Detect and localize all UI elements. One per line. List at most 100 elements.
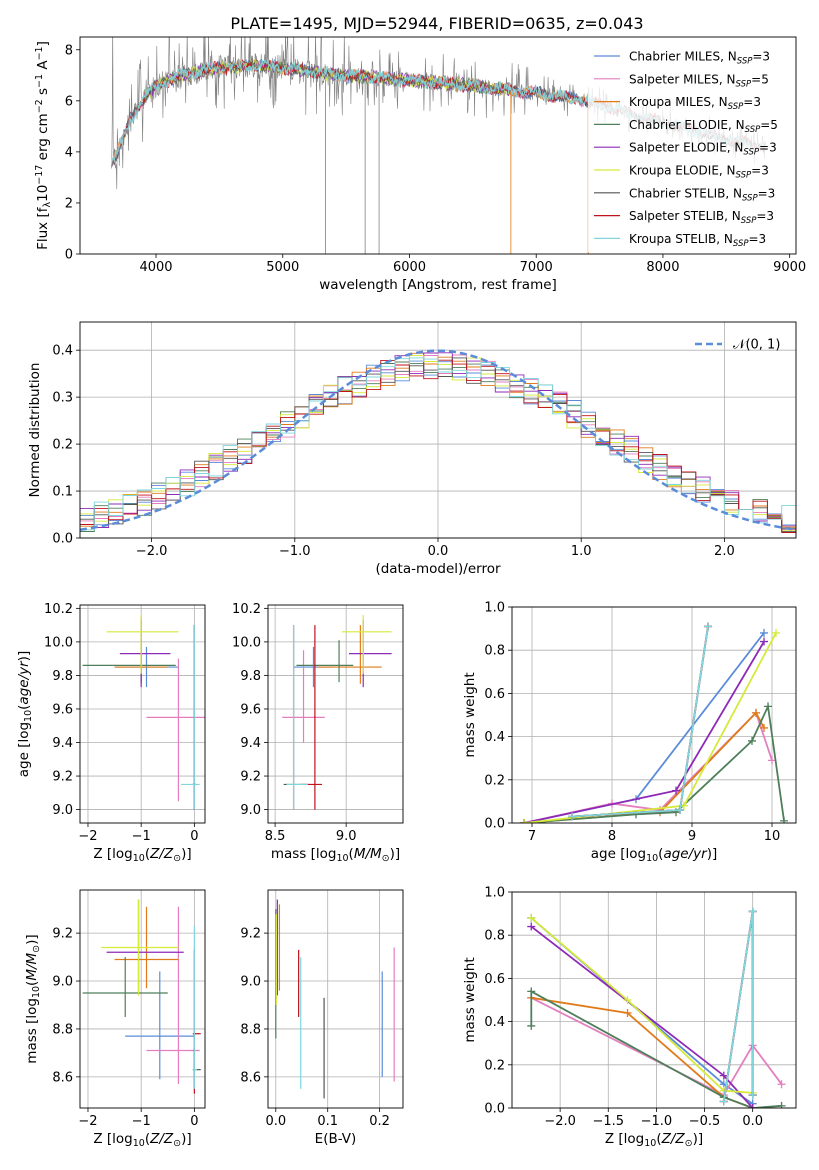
x-tick-label: 10 <box>764 829 781 844</box>
series-marker <box>719 1071 728 1080</box>
series-marker <box>772 628 780 637</box>
errorbar-salpeter-miles <box>282 650 325 743</box>
x-tick-label: 6000 <box>393 260 426 275</box>
series-marker <box>704 622 712 631</box>
series-marker <box>719 1097 728 1106</box>
errorbar-chabrier-elodie <box>82 640 176 683</box>
x-tick-label: 0.1 <box>317 1114 338 1129</box>
y-tick-label: 0.0 <box>52 532 73 547</box>
x-tick-label: −2.0 <box>136 544 168 559</box>
plot-area <box>282 615 392 810</box>
series-marker <box>672 786 680 795</box>
x-tick-label: 5000 <box>266 260 299 275</box>
series-salpeter-elodie <box>527 922 757 1108</box>
axes-frame <box>267 889 404 1109</box>
x-axis-label: wavelength [Angstrom, rest frame] <box>319 277 557 293</box>
y-tick-label: 10.0 <box>44 635 73 650</box>
series-salpeter-elodie <box>520 637 768 823</box>
x-axis-label: E(B-V) <box>315 1131 357 1147</box>
series-marker <box>623 1008 632 1017</box>
x-tick-label: 0.2 <box>369 1114 390 1129</box>
series-marker <box>780 816 788 823</box>
x-axis-label: Z [log10(Z/Z⊙)] <box>93 846 191 864</box>
y-tick-label: 9.0 <box>52 803 73 818</box>
y-axis-label: Normed distribution <box>27 363 43 498</box>
y-tick-label: 1.0 <box>484 601 505 616</box>
series-marker <box>676 806 684 815</box>
plot-area <box>520 622 788 823</box>
y-tick-label: 4 <box>65 145 73 160</box>
series-kroupa-elodie <box>527 913 757 1097</box>
x-tick-label: 9 <box>688 829 696 844</box>
y-tick-label: 9.2 <box>52 770 73 785</box>
series-marker <box>760 628 768 637</box>
errorbar-kroupa-elodie <box>106 615 179 674</box>
x-tick-label: −1 <box>132 1114 151 1129</box>
plot-area <box>275 899 395 1099</box>
y-axis-label: mass [log10(M/M⊙)] <box>24 934 42 1063</box>
errorbar-kroupa-stelib <box>286 625 308 810</box>
errorbar-salpeter-elodie <box>349 620 392 688</box>
x-tick-label: −1.5 <box>592 1114 624 1129</box>
x-tick-label: −2.0 <box>544 1114 576 1129</box>
series-marker <box>748 1091 757 1100</box>
y-tick-label: 9.6 <box>240 702 261 717</box>
axes-frame <box>511 606 797 824</box>
legend-label: Kroupa STELIB, NSSP=3 <box>629 232 766 249</box>
legend-label: Salpeter ELODIE, NSSP=3 <box>629 141 777 158</box>
y-tick-label: 0.4 <box>484 1015 505 1030</box>
x-tick-label: 9000 <box>773 260 806 275</box>
series-marker <box>777 1080 786 1089</box>
x-tick-label: 0 <box>190 829 198 844</box>
x-tick-label: 9.0 <box>336 829 357 844</box>
legend-label: Chabrier MILES, NSSP=3 <box>629 50 770 67</box>
y-tick-label: 0.2 <box>484 773 505 788</box>
series-marker <box>568 812 576 821</box>
series-marker <box>752 708 760 717</box>
gaussian-reference-line <box>80 349 796 532</box>
errorbar-kroupa-elodie <box>101 899 179 996</box>
x-tick-label: 0.0 <box>265 1114 286 1129</box>
plot-area <box>82 899 201 1094</box>
errorbar-salpeter-elodie <box>119 620 171 688</box>
x-axis-label: age [log10(age/yr)] <box>591 846 717 864</box>
series-marker <box>527 913 536 922</box>
axes-frame <box>267 604 404 824</box>
y-tick-label: 6 <box>65 94 73 109</box>
series-marker <box>527 1021 536 1030</box>
y-tick-label: 0.8 <box>484 644 505 659</box>
x-axis-label: Z [log10(Z/Z⊙)] <box>93 1131 191 1149</box>
legend-label: Kroupa MILES, NSSP=3 <box>629 95 761 112</box>
axes-frame <box>79 36 797 255</box>
series-marker <box>748 736 756 745</box>
errorbar-chabrier-elodie <box>296 640 354 683</box>
y-tick-label: 0.2 <box>52 438 73 453</box>
series-marker <box>760 637 768 646</box>
x-axis-label: Z [log10(Z/Z⊙)] <box>605 1131 703 1149</box>
y-tick-label: 10.2 <box>232 602 261 617</box>
y-tick-label: 8.8 <box>52 1022 73 1037</box>
panel-spectrum: 4000 5000 6000 7000 8000 9000 0 2 4 6 8 Chabrier MI… <box>34 36 806 293</box>
spectrum-legend: Chabrier MILES, NSSP=3 Salpeter MILES, NS… <box>588 44 792 252</box>
legend-label: Salpeter MILES, NSSP=5 <box>629 72 769 89</box>
series-marker <box>760 723 768 732</box>
y-tick-label: 0.0 <box>484 817 505 832</box>
series-kroupa-stelib <box>568 622 712 821</box>
panel-age-vs-mass: 8.5 9.0 9.0 9.2 9.4 9.6 9.8 10.0 10.2 mass [log10… <box>232 602 404 864</box>
x-tick-label: 0.0 <box>428 544 449 559</box>
errorbar-kroupa-miles <box>317 625 382 684</box>
y-tick-label: 0 <box>65 248 73 263</box>
errorbar-kroupa-stelib <box>181 625 200 810</box>
x-tick-label: −1.0 <box>279 544 311 559</box>
y-tick-label: 10.0 <box>232 635 261 650</box>
axes-frame <box>79 889 206 1109</box>
x-tick-label: 7 <box>528 829 536 844</box>
y-tick-label: 0.6 <box>484 687 505 702</box>
panel-massweight-vs-age: 7 8 9 10 0.0 0.2 0.4 0.6 0.8 1.0 age [log10(age/yr… <box>462 601 797 864</box>
y-tick-label: 9.4 <box>52 736 73 751</box>
y-tick-label: 0.4 <box>52 344 73 359</box>
y-tick-label: 9.6 <box>52 702 73 717</box>
plot-area <box>80 349 796 534</box>
x-tick-label: 7000 <box>520 260 553 275</box>
